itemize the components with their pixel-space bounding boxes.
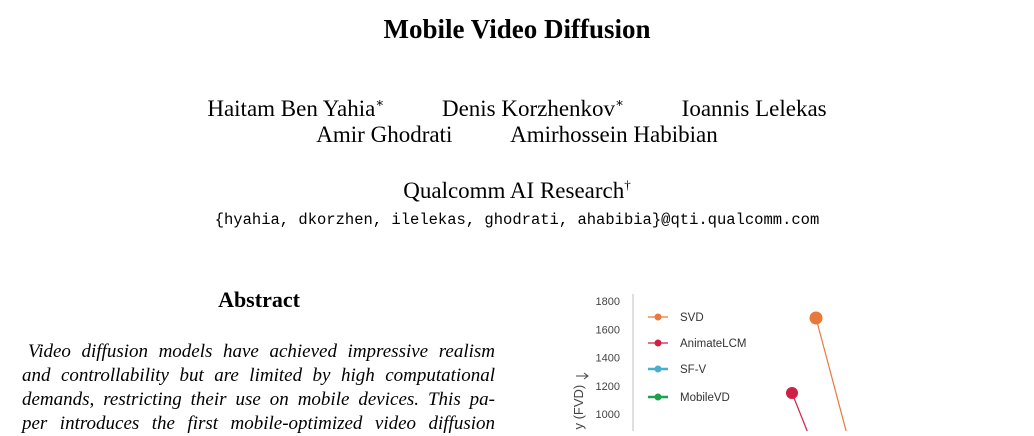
series-line: [815, 317, 847, 431]
author: Amir Ghodrati: [316, 122, 452, 147]
affiliation: Qualcomm AI Research†: [0, 177, 1034, 204]
author: Denis Korzhenkov∗: [441, 95, 624, 121]
abstract-text: Video diffusion models have achieved imp…: [22, 340, 495, 436]
y-tick-label: 1200: [596, 381, 620, 393]
legend-swatch-marker: [654, 393, 662, 401]
y-axis-arrow: [576, 372, 589, 380]
abstract-line: and controllability but are limited by h…: [22, 365, 495, 386]
author-name: Amir Ghodrati: [316, 122, 453, 147]
series-line: [791, 392, 808, 431]
y-tick-label: 1400: [596, 353, 620, 365]
y-axis-label: y (FVD): [571, 385, 586, 430]
author-name: Amirhossein Habibian: [510, 122, 718, 147]
author-list-row-2: Amir Ghodrati Amirhossein Habibian: [0, 122, 1034, 148]
author-list-row-1: Haitam Ben Yahia∗ Denis Korzhenkov∗ Ioan…: [0, 95, 1034, 122]
author: Amirhossein Habibian: [510, 122, 718, 147]
abstract-line: per introduces the first mobile-optimize…: [22, 413, 495, 434]
legend-swatch-marker: [654, 313, 662, 321]
data-point: [809, 311, 823, 325]
author-mark: ∗: [375, 95, 385, 110]
y-tick-label: 1600: [596, 324, 620, 336]
author-name: Haitam Ben Yahia: [207, 96, 376, 121]
abstract-line: demands, restricting their use on mobile…: [22, 389, 495, 410]
legend-label: SF-V: [680, 364, 707, 376]
author: Ioannis Lelekas: [682, 96, 827, 121]
author-name: Ioannis Lelekas: [681, 96, 827, 121]
y-tick-label: 1800: [596, 296, 620, 308]
affiliation-name: Qualcomm AI Research: [403, 178, 625, 203]
author-mark: ∗: [615, 95, 624, 110]
y-tick-label: 1000: [596, 409, 620, 421]
author: Haitam Ben Yahia∗: [207, 95, 385, 121]
legend-swatch-marker: [654, 365, 662, 373]
fvd-chart: 1800 1600 1400 1200 1000 y (FVD) SVD AnimateLCM…: [571, 294, 847, 431]
data-point: [786, 386, 798, 399]
legend-swatch-marker: [654, 339, 662, 347]
author-emails: {hyahia, dkorzhen, ilelekas, ghodrati, a…: [214, 211, 820, 229]
author-name: Denis Korzhenkov: [441, 96, 616, 121]
legend-label: MobileVD: [680, 392, 730, 404]
affiliation-mark: †: [624, 177, 631, 192]
abstract-line: Video diffusion models have achieved imp…: [28, 341, 495, 362]
abstract-heading: Abstract: [218, 287, 300, 312]
legend-label: AnimateLCM: [680, 338, 746, 350]
paper-title: Mobile Video Diffusion: [383, 14, 651, 44]
legend-label: SVD: [680, 312, 704, 324]
